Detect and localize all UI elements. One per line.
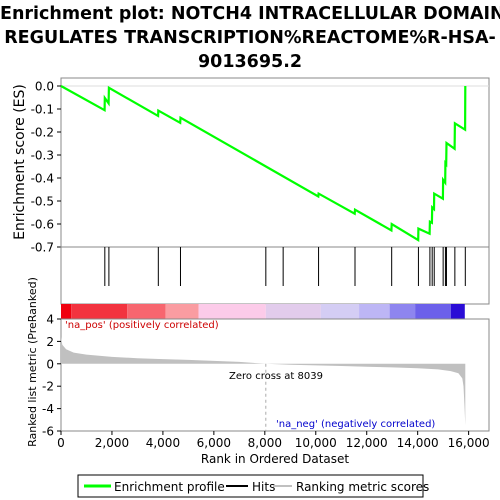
x-axis-label: Rank in Ordered Dataset <box>201 452 349 466</box>
legend-ranking-label: Ranking metric scores <box>296 480 429 494</box>
zero-cross-label: Zero cross at 8039 <box>229 371 323 382</box>
heat-band <box>165 304 199 319</box>
ranked-y-tick-label: 4 <box>46 313 54 327</box>
es-panel-frame <box>60 77 490 248</box>
ranked-y-tick-label: -4 <box>42 402 54 416</box>
na-pos-label: 'na_pos' (positively correlated) <box>65 320 219 331</box>
legend-box <box>77 474 424 498</box>
es-y-tick-label: -0.7 <box>31 241 54 255</box>
heat-band <box>450 304 465 319</box>
heat-band <box>127 304 166 319</box>
heat-band <box>359 304 390 319</box>
title-line-2: REGULATES TRANSCRIPTION%REACTOME%R-HSA- <box>4 28 496 48</box>
es-y-tick-label: -0.6 <box>31 218 54 232</box>
heat-band <box>265 304 321 319</box>
heat-band <box>415 304 451 319</box>
es-y-axis: 0.0 -0.1 -0.2 -0.3 -0.4 -0.5 -0.6 -0.7 <box>31 80 61 255</box>
x-tick-label: 6,000 <box>197 436 231 450</box>
heat-band <box>71 304 128 319</box>
ranked-y-axis-label: Ranked list metric (PreRanked) <box>26 277 39 447</box>
x-tick-label: 10,000 <box>295 436 337 450</box>
x-tick-label: 4,000 <box>146 436 180 450</box>
es-y-tick-label: 0.0 <box>35 80 54 94</box>
ranked-y-tick-label: -6 <box>42 425 54 439</box>
enrichment-profile-line <box>60 85 467 243</box>
heat-band <box>198 304 266 319</box>
hit-markers <box>104 247 466 286</box>
hits-panel-frame <box>60 246 490 305</box>
ranked-metric-panel: Zero cross at 8039 'na_pos' (positively … <box>26 277 490 447</box>
x-tick-label: 0 <box>57 436 65 450</box>
es-y-axis-label: Enrichment score (ES) <box>12 84 28 240</box>
ranked-panel-frame <box>60 318 490 432</box>
chart-title: Enrichment plot: NOTCH4 INTRACELLULAR DO… <box>0 2 500 74</box>
title-line-1: Enrichment plot: NOTCH4 INTRACELLULAR DO… <box>0 4 500 24</box>
x-tick-label: 2,000 <box>95 436 129 450</box>
es-panel: 0.0 -0.1 -0.2 -0.3 -0.4 -0.5 -0.6 -0.7 Enrichme… <box>12 77 490 255</box>
es-y-tick-label: -0.5 <box>31 195 54 209</box>
es-y-tick-label: -0.1 <box>31 103 54 117</box>
ranked-y-axis: 4 2 0 -2 -4 -6 <box>42 313 61 439</box>
es-y-tick-label: -0.2 <box>31 126 54 140</box>
x-tick-label: 14,000 <box>397 436 439 450</box>
es-y-tick-label: -0.3 <box>31 149 54 163</box>
legend-enrichment-label: Enrichment profile <box>114 480 225 494</box>
heat-band <box>320 304 360 319</box>
hits-panel <box>60 246 490 305</box>
x-tick-label: 16,000 <box>448 436 490 450</box>
title-line-3: 9013695.2 <box>197 52 303 72</box>
es-y-tick-label: -0.4 <box>31 172 54 186</box>
x-tick-label: 8,000 <box>248 436 282 450</box>
heat-band <box>389 304 416 319</box>
na-neg-label: 'na_neg' (negatively correlated) <box>276 419 435 430</box>
ranked-y-tick-label: -2 <box>42 380 54 394</box>
legend-hits-label: Hits <box>252 480 275 494</box>
x-tick-label: 12,000 <box>346 436 388 450</box>
ranking-heat-bar <box>61 304 465 319</box>
heat-band <box>61 304 72 319</box>
legend: Enrichment profile Hits Ranking metric s… <box>77 474 429 498</box>
x-axis: 0 2,000 4,000 6,000 8,000 10,000 12,000 14,000 1… <box>57 431 490 450</box>
ranked-y-tick-label: 0 <box>46 357 54 371</box>
ranked-y-tick-label: 2 <box>46 335 54 349</box>
